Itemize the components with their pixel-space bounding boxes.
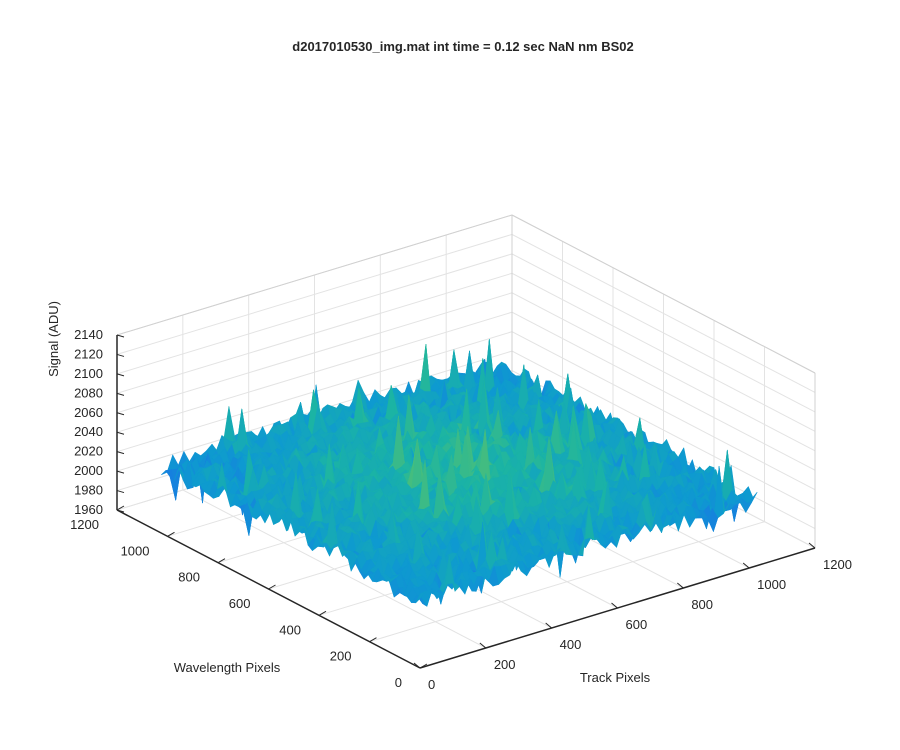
z-tick-label: 2100 (74, 366, 103, 381)
z-tick-label: 2020 (74, 444, 103, 459)
z-tick-mark (116, 509, 125, 513)
x-tick-label: 1200 (823, 557, 852, 572)
z-tick-label: 1960 (74, 502, 103, 517)
x-tick-mark (611, 602, 618, 609)
box-edge (511, 214, 816, 374)
z-tick-label: 2140 (74, 327, 103, 342)
y-axis-label: Wavelength Pixels (174, 660, 281, 675)
z-tick-label: 2120 (74, 346, 103, 361)
x-tick-label: 1000 (757, 577, 786, 592)
x-axis-label: Track Pixels (580, 670, 651, 685)
z-tick-mark (116, 392, 125, 396)
x-tick-label: 400 (560, 637, 582, 652)
x-tick-mark (742, 562, 750, 569)
z-tick-mark (116, 373, 125, 377)
tick-labels: 0 200 400 600 800 1000 1200 0 200 400 600 800 1000 12… (70, 327, 852, 692)
y-tick-mark (167, 531, 175, 537)
y-tick-label: 200 (330, 649, 352, 664)
surface-patch (419, 343, 431, 392)
z-tick-mark (116, 451, 125, 455)
x-tick-label: 600 (626, 617, 648, 632)
box-edge (116, 214, 513, 336)
x-tick-label: 800 (691, 597, 713, 612)
x-tick-mark (677, 582, 684, 589)
surface-patch (415, 590, 426, 604)
z-tick-label: 2080 (74, 385, 103, 400)
y-tick-label: 800 (178, 570, 200, 585)
y-tick-mark (369, 637, 377, 643)
y-tick-mark (419, 663, 428, 669)
x-tick-mark (545, 622, 552, 629)
y-tick-label: 1200 (70, 517, 99, 532)
z-tick-label: 2040 (74, 424, 103, 439)
z-axis-label: Signal (ADU) (46, 301, 61, 377)
y-tick-label: 1000 (121, 543, 150, 558)
y-tick-mark (318, 610, 327, 616)
x-tick-mark (479, 642, 487, 649)
x-tick-mark (808, 542, 816, 549)
surface-mesh (161, 338, 758, 607)
z-tick-label: 1980 (74, 483, 103, 498)
y-tick-mark (217, 558, 226, 564)
y-tick-label: 400 (279, 622, 301, 637)
x-tick-mark (413, 662, 421, 669)
y-tick-mark (116, 505, 125, 511)
z-tick-label: 2000 (74, 463, 103, 478)
z-tick-mark (116, 353, 125, 357)
grid-line-z (116, 233, 816, 393)
chart-title: d2017010530_img.mat int time = 0.12 sec … (292, 39, 633, 54)
axes (116, 334, 816, 669)
y-tick-label: 600 (229, 596, 251, 611)
z-tick-mark (116, 431, 125, 435)
x-tick-label: 0 (428, 677, 435, 692)
z-tick-mark (116, 490, 125, 494)
z-tick-mark (116, 470, 125, 474)
x-tick-label: 200 (494, 657, 516, 672)
y-tick-mark (268, 584, 276, 590)
z-tick-label: 2060 (74, 405, 103, 420)
grid-line-z (116, 214, 816, 374)
z-tick-mark (116, 412, 125, 416)
y-tick-label: 0 (395, 675, 402, 690)
z-tick-mark (116, 334, 125, 338)
